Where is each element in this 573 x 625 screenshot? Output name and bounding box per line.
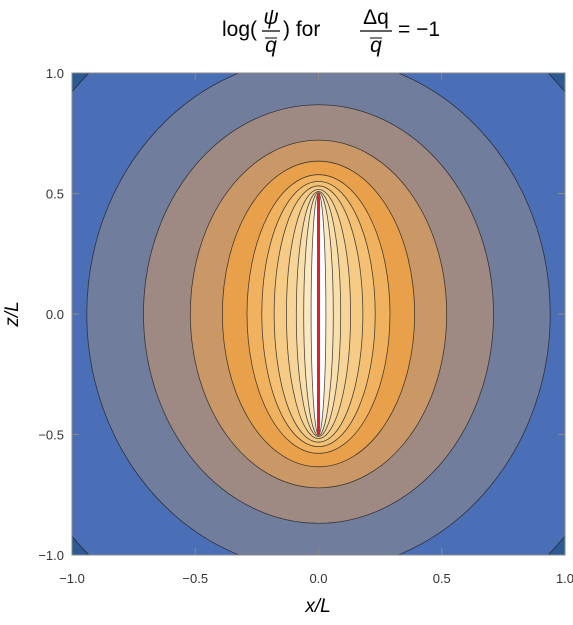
- title-part: Δq: [363, 6, 389, 29]
- x-tick-label: 0.0: [309, 571, 327, 586]
- title-part: ψ: [263, 6, 278, 29]
- x-axis-label: x/L: [304, 596, 330, 617]
- title-part: q: [265, 34, 277, 57]
- x-tick-label: 0.5: [433, 571, 451, 586]
- title-part: q: [370, 34, 382, 57]
- y-tick-label: 0.5: [46, 187, 64, 202]
- x-tick-label: 1.0: [556, 571, 573, 586]
- title-part: = −1: [398, 18, 440, 41]
- title-part: log(: [222, 18, 257, 41]
- title: log( ψ q ) for Δq q = −1: [222, 6, 440, 57]
- y-tick-label: −0.5: [38, 428, 64, 443]
- y-tick-label: 1.0: [46, 66, 64, 81]
- y-tick-label: −1.0: [38, 548, 64, 563]
- title-part: ) for: [283, 18, 320, 41]
- x-tick-label: −0.5: [182, 571, 208, 586]
- x-tick-label: −1.0: [59, 571, 85, 586]
- y-tick-label: 0.0: [46, 307, 64, 322]
- y-axis-label: z/L: [2, 301, 23, 327]
